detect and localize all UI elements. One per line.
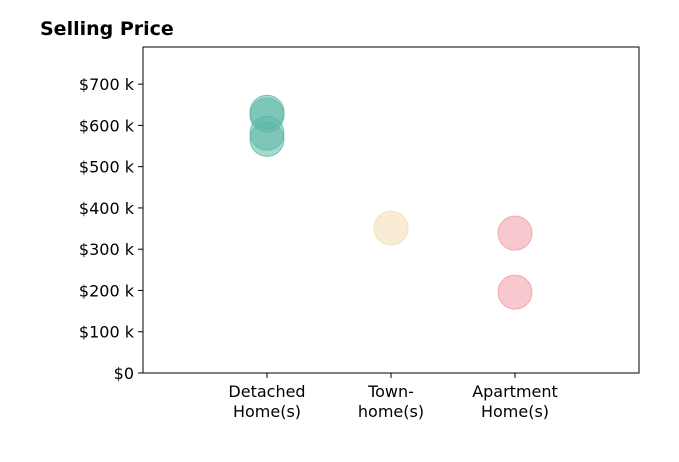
plot-frame	[142, 46, 640, 374]
point	[497, 215, 533, 251]
x-tick-label: Town-home(s)	[358, 382, 424, 421]
point	[249, 121, 285, 157]
y-tick-label: $0	[114, 364, 134, 383]
y-tick-label: $700 k	[79, 75, 135, 94]
y-tick-label: $400 k	[79, 199, 135, 218]
y-tick-label: $200 k	[79, 281, 135, 300]
y-tick-label: $500 k	[79, 158, 135, 177]
x-tick-label: Apartment Home(s)	[472, 382, 558, 421]
y-tick-label: $600 k	[79, 116, 135, 135]
point	[373, 210, 409, 246]
y-tick-label: $300 k	[79, 240, 135, 259]
point	[497, 274, 533, 310]
chart-title: Selling Price	[40, 18, 174, 40]
x-tick-label: Detached Home(s)	[228, 382, 305, 421]
y-tick-label: $100 k	[79, 323, 135, 342]
